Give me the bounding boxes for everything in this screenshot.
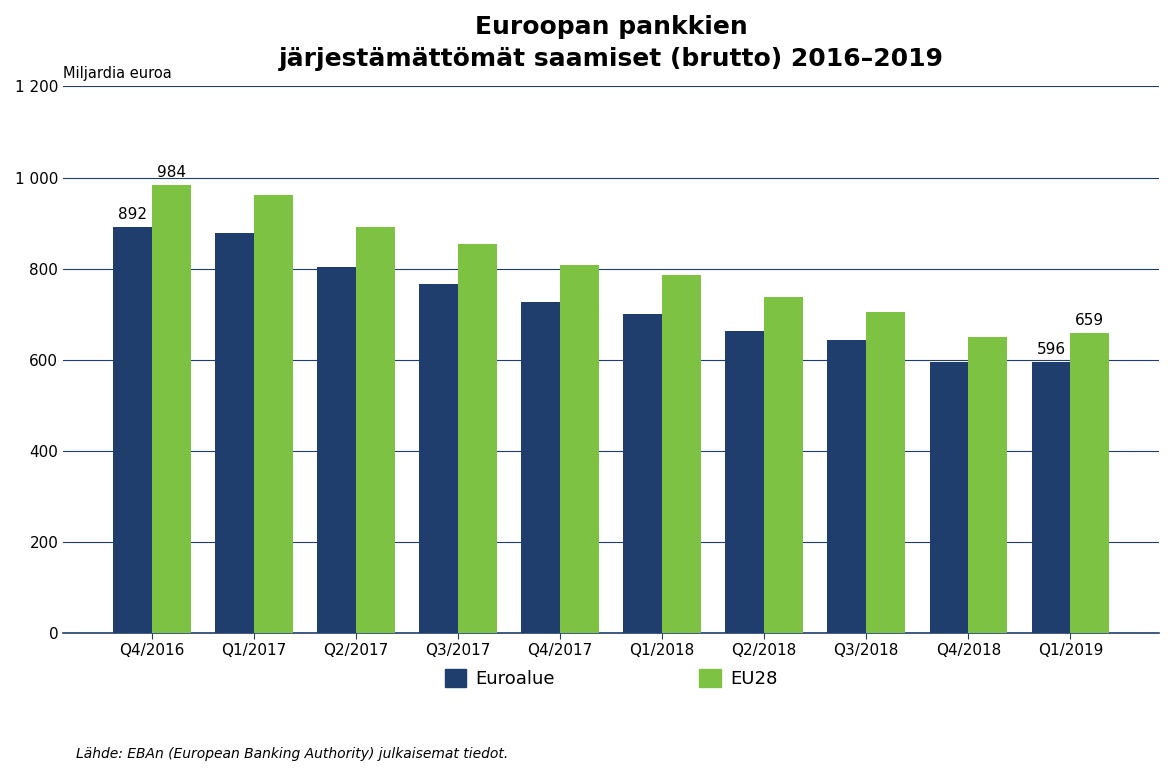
Bar xyxy=(969,336,1007,633)
Legend: Euroalue, EU28: Euroalue, EU28 xyxy=(438,661,784,695)
Bar xyxy=(356,227,394,633)
Bar xyxy=(113,226,151,633)
Bar xyxy=(623,313,662,633)
Title: Euroopan pankkien
järjestämättömät saamiset (brutto) 2016–2019: Euroopan pankkien järjestämättömät saami… xyxy=(278,15,944,71)
Bar xyxy=(560,265,599,633)
Bar xyxy=(419,284,458,633)
Bar xyxy=(726,331,764,633)
Text: 892: 892 xyxy=(117,207,147,223)
Text: Lähde: EBAn (European Banking Authority) julkaisemat tiedot.: Lähde: EBAn (European Banking Authority)… xyxy=(76,748,508,762)
Bar xyxy=(1071,333,1109,633)
Bar xyxy=(662,275,701,633)
Bar xyxy=(930,362,969,633)
Text: 984: 984 xyxy=(156,166,185,180)
Bar xyxy=(764,297,803,633)
Bar xyxy=(828,340,866,633)
Text: 596: 596 xyxy=(1037,342,1066,357)
Bar xyxy=(866,313,905,633)
Bar xyxy=(1032,362,1071,633)
Bar xyxy=(317,267,356,633)
Bar xyxy=(215,233,254,633)
Text: 659: 659 xyxy=(1075,313,1105,328)
Bar xyxy=(458,244,497,633)
Bar xyxy=(521,302,560,633)
Text: Miljardia euroa: Miljardia euroa xyxy=(63,66,171,81)
Bar xyxy=(151,185,190,633)
Bar xyxy=(254,195,292,633)
